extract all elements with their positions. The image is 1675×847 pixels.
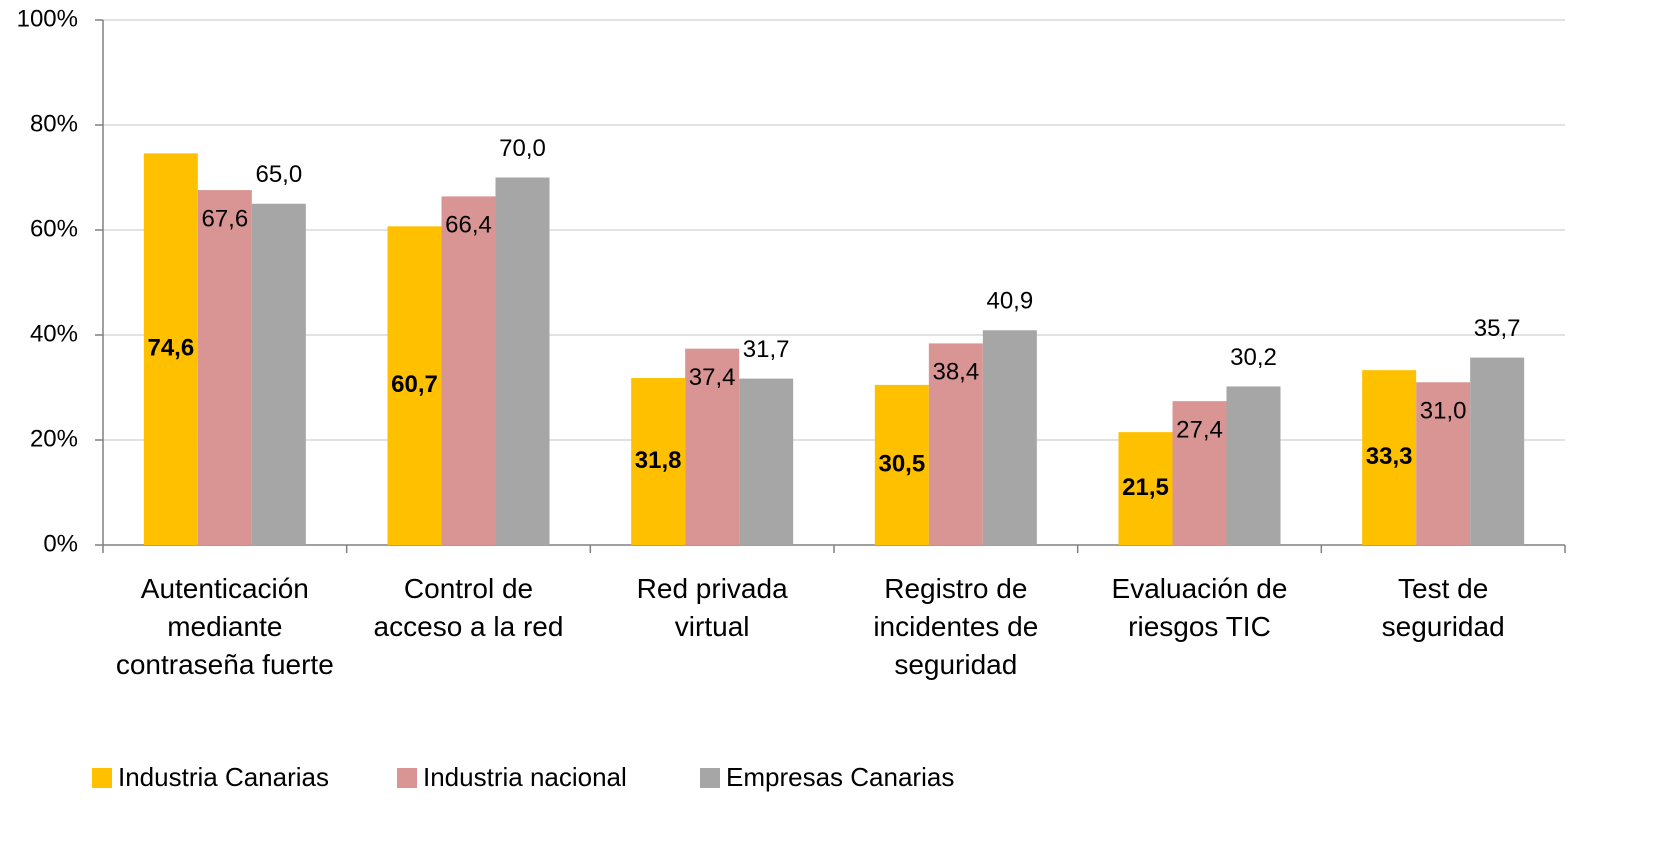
data-label: 66,4 bbox=[445, 212, 492, 239]
data-label: 60,7 bbox=[391, 371, 438, 398]
data-label: 30,5 bbox=[878, 450, 925, 477]
data-label: 35,7 bbox=[1474, 315, 1521, 342]
data-label: 70,0 bbox=[499, 135, 546, 162]
bar bbox=[982, 330, 1037, 545]
x-tick-label: Test de seguridad bbox=[1381, 573, 1505, 642]
bar bbox=[441, 196, 496, 545]
bar bbox=[1118, 432, 1173, 545]
data-label: 33,3 bbox=[1366, 443, 1413, 470]
x-tick-label: Control de acceso a la red bbox=[373, 573, 564, 642]
bar bbox=[685, 348, 740, 545]
bar bbox=[197, 190, 252, 545]
bar bbox=[1172, 401, 1227, 545]
bar bbox=[495, 177, 550, 545]
data-label: 30,2 bbox=[1230, 344, 1277, 371]
x-tick-label: Evaluación de riesgos TIC bbox=[1111, 573, 1288, 642]
bar bbox=[1226, 386, 1281, 545]
bar bbox=[928, 343, 983, 545]
data-label: 67,6 bbox=[201, 205, 248, 232]
data-label: 31,8 bbox=[635, 447, 682, 474]
bar bbox=[739, 378, 794, 545]
y-tick-label: 60% bbox=[30, 215, 78, 242]
x-tick-label: Red privada virtual bbox=[636, 573, 788, 642]
bar bbox=[631, 378, 686, 545]
legend-label: Industria Canarias bbox=[118, 762, 329, 792]
bar bbox=[1416, 382, 1471, 545]
data-label: 65,0 bbox=[255, 161, 302, 188]
legend-label: Industria nacional bbox=[423, 762, 627, 792]
data-label: 21,5 bbox=[1122, 474, 1169, 501]
bar bbox=[1470, 357, 1525, 545]
data-label: 27,4 bbox=[1176, 416, 1223, 443]
bar bbox=[143, 153, 198, 545]
data-label: 31,0 bbox=[1420, 398, 1467, 425]
data-label: 31,7 bbox=[743, 336, 790, 363]
bar bbox=[874, 384, 929, 545]
bar bbox=[387, 226, 442, 545]
bar bbox=[251, 203, 306, 545]
bar bbox=[1362, 370, 1417, 545]
y-tick-label: 80% bbox=[30, 110, 78, 137]
data-label: 37,4 bbox=[689, 364, 736, 391]
legend-swatch bbox=[700, 768, 720, 788]
legend-swatch bbox=[397, 768, 417, 788]
data-label: 40,9 bbox=[986, 288, 1033, 315]
y-tick-label: 20% bbox=[30, 425, 78, 452]
y-tick-label: 40% bbox=[30, 320, 78, 347]
x-tick-label: Registro de incidentes de seguridad bbox=[873, 573, 1039, 680]
data-label: 38,4 bbox=[932, 359, 979, 386]
x-tick-label: Autenticación mediante contraseña fuerte bbox=[115, 573, 334, 680]
y-tick-label: 0% bbox=[43, 530, 78, 557]
data-label: 74,6 bbox=[147, 335, 194, 362]
legend-label: Empresas Canarias bbox=[726, 762, 954, 792]
y-tick-label: 100% bbox=[17, 5, 78, 32]
legend-swatch bbox=[92, 768, 112, 788]
